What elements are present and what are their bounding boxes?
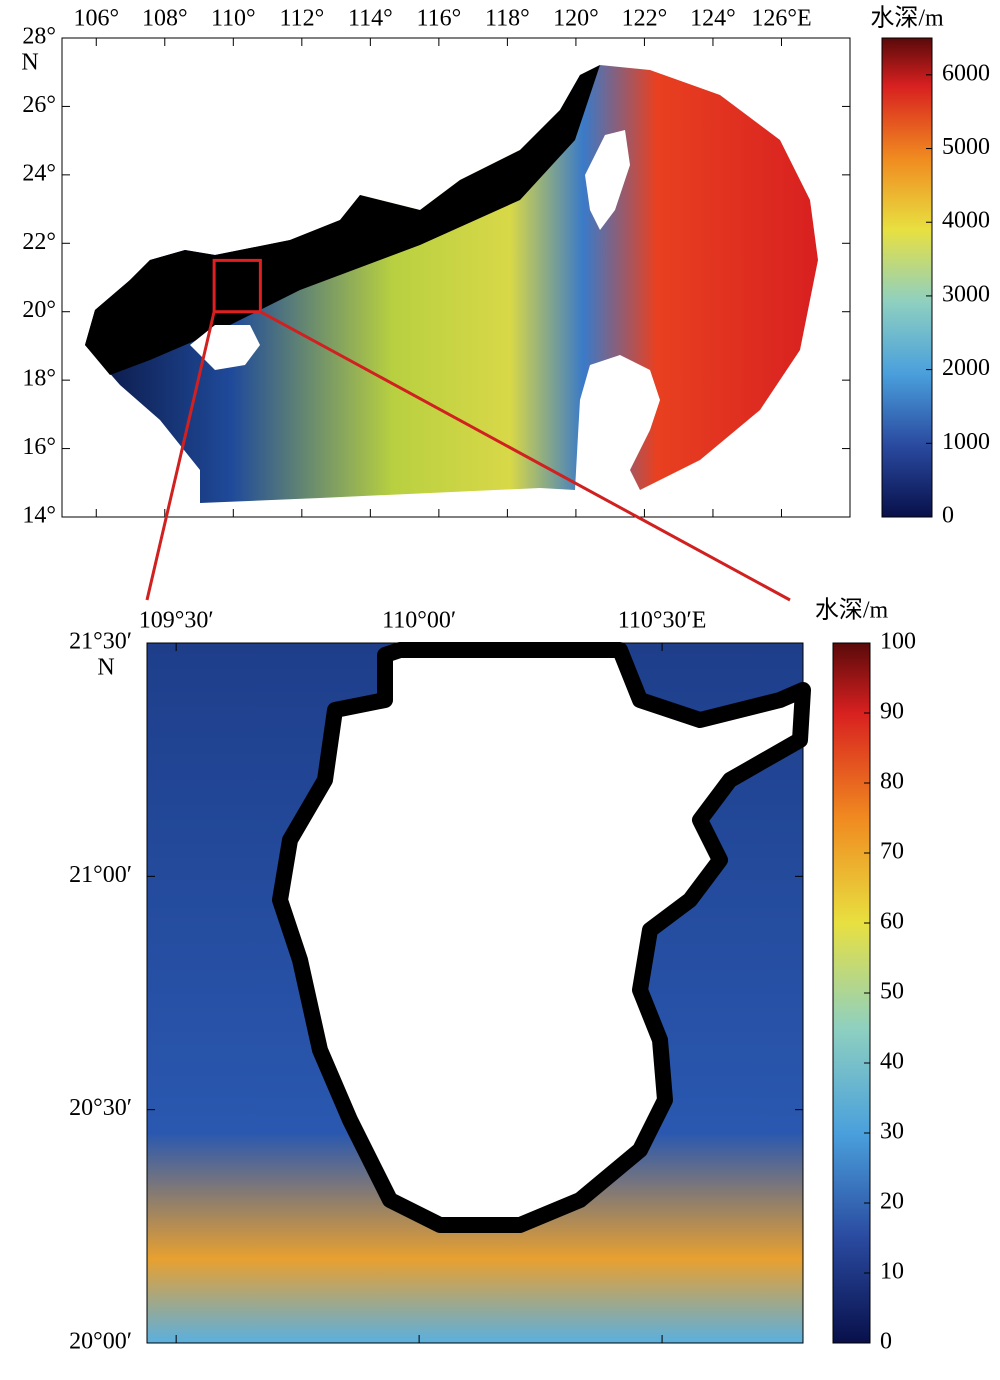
- colorbar-tick-label: 0: [942, 503, 954, 529]
- overview-map: [85, 65, 818, 503]
- colorbar-title: 水深/m: [870, 5, 944, 32]
- x-tick-label: 118°: [485, 6, 530, 32]
- y-tick-label: 24°: [22, 160, 56, 186]
- x-tick-label: 126°E: [751, 6, 811, 32]
- north-label: N: [21, 50, 38, 76]
- colorbar: [832, 642, 871, 1344]
- colorbar-tick-label: 40: [880, 1049, 904, 1075]
- y-tick-label: 20°30′: [69, 1095, 132, 1121]
- colorbar-tick-label: 100: [880, 629, 916, 655]
- land: [272, 642, 811, 1233]
- x-tick-label: 109°30′: [139, 608, 214, 634]
- inset-box: [212, 258, 262, 314]
- taiwan: [585, 130, 630, 230]
- x-tick-label: 110°: [211, 6, 256, 32]
- y-tick-label: 20°00′: [69, 1329, 132, 1355]
- sea-area: [85, 65, 818, 503]
- colorbar-tick-label: 2000: [942, 355, 990, 381]
- colorbar-tick-label: 60: [880, 909, 904, 935]
- colorbar-tick-label: 20: [880, 1189, 904, 1215]
- y-tick-label: 16°: [22, 434, 56, 460]
- colorbar-tick-label: 10: [880, 1259, 904, 1285]
- colorbar-tick-label: 6000: [942, 60, 990, 86]
- x-tick-label: 106°: [73, 6, 119, 32]
- x-tick-label: 110°00′: [382, 608, 456, 634]
- y-tick-label: 22°: [22, 229, 56, 255]
- map-frame: [61, 37, 851, 518]
- map-frame: [146, 642, 804, 1344]
- colorbar-tick-label: 50: [880, 979, 904, 1005]
- y-tick-label: 20°: [22, 297, 56, 323]
- y-tick-label: 14°: [22, 503, 56, 529]
- y-tick-label: 21°00′: [69, 862, 132, 888]
- x-tick-label: 110°30′E: [618, 608, 707, 634]
- colorbar-tick-label: 80: [880, 769, 904, 795]
- colorbar-title: 水深/m: [815, 597, 889, 624]
- colorbar-tick-label: 0: [880, 1329, 892, 1355]
- colorbar-tick-label: 4000: [942, 208, 990, 234]
- y-tick-label: 18°: [22, 366, 56, 392]
- colorbar-tick-label: 3000: [942, 281, 990, 307]
- north-label: N: [97, 655, 114, 681]
- x-tick-label: 120°: [553, 6, 599, 32]
- x-tick-label: 112°: [279, 6, 324, 32]
- x-tick-label: 108°: [142, 6, 188, 32]
- colorbar-tick-label: 1000: [942, 429, 990, 455]
- x-tick-label: 116°: [417, 6, 462, 32]
- colorbar-tick-label: 70: [880, 839, 904, 865]
- detail-map: [147, 642, 811, 1343]
- y-tick-label: 26°: [22, 92, 56, 118]
- colorbar: [881, 37, 933, 518]
- colorbar-tick-label: 5000: [942, 134, 990, 160]
- y-tick-label: 21°30′: [69, 629, 132, 655]
- x-tick-label: 122°: [622, 6, 668, 32]
- x-tick-label: 114°: [348, 6, 393, 32]
- leader-line: [259, 310, 791, 602]
- colorbar-tick-label: 90: [880, 699, 904, 725]
- colorbar-tick-label: 30: [880, 1119, 904, 1145]
- x-tick-label: 124°: [690, 6, 736, 32]
- leader-line: [145, 311, 216, 601]
- y-tick-label: 28°: [22, 24, 56, 50]
